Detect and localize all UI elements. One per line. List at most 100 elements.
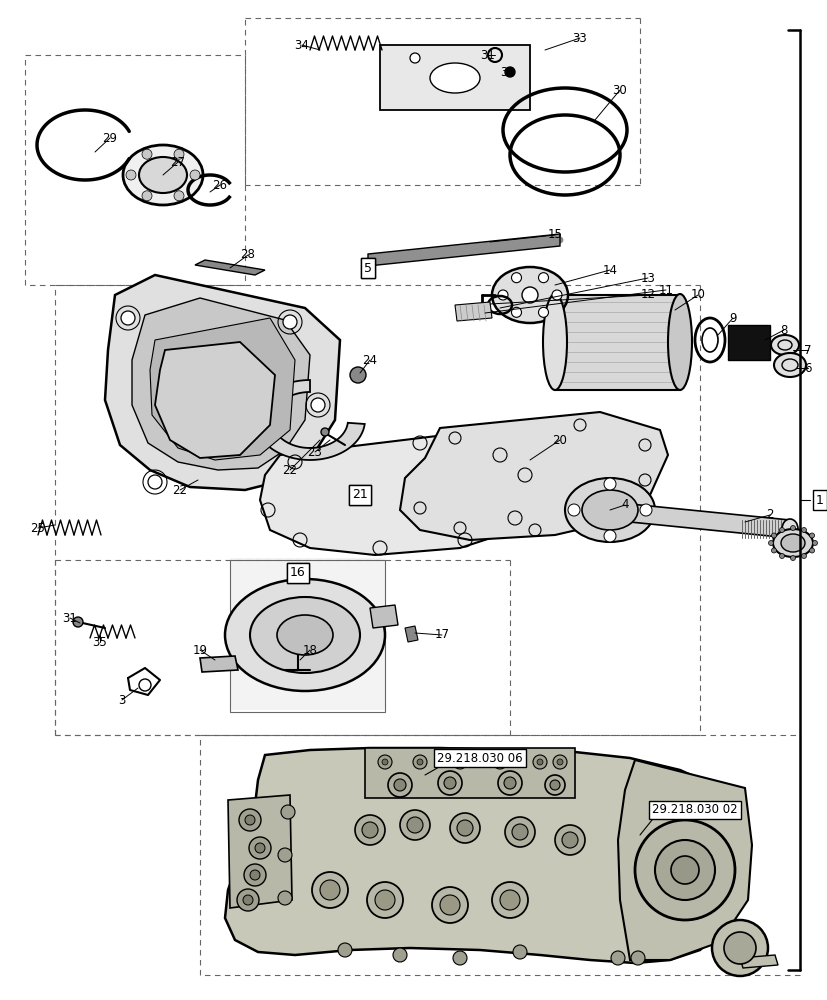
Circle shape: [126, 170, 136, 180]
Circle shape: [538, 307, 547, 317]
Polygon shape: [455, 302, 491, 321]
Circle shape: [610, 951, 624, 965]
Text: 16: 16: [289, 566, 305, 580]
Ellipse shape: [277, 615, 332, 655]
Circle shape: [399, 810, 429, 840]
Ellipse shape: [543, 294, 566, 390]
Text: 30: 30: [612, 84, 627, 97]
Circle shape: [443, 777, 456, 789]
Ellipse shape: [429, 63, 480, 93]
Circle shape: [278, 891, 292, 905]
Text: 10: 10: [690, 288, 705, 302]
Circle shape: [381, 759, 388, 765]
Text: 33: 33: [572, 32, 586, 45]
Circle shape: [504, 777, 515, 789]
Text: 24: 24: [362, 354, 377, 366]
Circle shape: [630, 951, 644, 965]
Circle shape: [521, 287, 538, 303]
Text: 26: 26: [213, 179, 227, 192]
Circle shape: [654, 840, 715, 900]
Circle shape: [670, 856, 698, 884]
Circle shape: [255, 843, 265, 853]
Text: 29.218.030 02: 29.218.030 02: [652, 803, 737, 816]
Circle shape: [452, 755, 466, 769]
Circle shape: [375, 890, 394, 910]
Circle shape: [567, 504, 579, 516]
Circle shape: [771, 533, 776, 538]
Text: 22: 22: [172, 484, 187, 496]
Text: 5: 5: [364, 261, 371, 274]
Circle shape: [767, 540, 772, 546]
Circle shape: [809, 533, 814, 538]
Polygon shape: [727, 325, 769, 360]
Circle shape: [378, 755, 391, 769]
Circle shape: [393, 948, 407, 962]
Circle shape: [511, 307, 521, 317]
Circle shape: [723, 932, 755, 964]
Circle shape: [778, 528, 783, 533]
Circle shape: [552, 755, 566, 769]
Circle shape: [533, 755, 547, 769]
Circle shape: [250, 870, 260, 880]
Circle shape: [457, 759, 462, 765]
Text: 13: 13: [640, 271, 655, 284]
Ellipse shape: [491, 267, 567, 323]
Polygon shape: [105, 275, 340, 490]
Polygon shape: [131, 298, 309, 470]
Circle shape: [321, 428, 328, 436]
Circle shape: [554, 825, 585, 855]
Polygon shape: [380, 45, 529, 110]
Circle shape: [73, 617, 83, 627]
Circle shape: [388, 773, 412, 797]
Circle shape: [242, 895, 253, 905]
Text: 20: 20: [552, 434, 566, 446]
Circle shape: [449, 813, 480, 843]
Circle shape: [311, 398, 325, 412]
Circle shape: [319, 880, 340, 900]
Circle shape: [809, 548, 814, 553]
Circle shape: [457, 820, 472, 836]
Polygon shape: [260, 435, 539, 555]
Text: 6: 6: [803, 361, 810, 374]
Circle shape: [500, 890, 519, 910]
Text: 17: 17: [434, 628, 449, 642]
Ellipse shape: [780, 534, 804, 552]
Ellipse shape: [139, 157, 187, 193]
Polygon shape: [230, 558, 385, 710]
Circle shape: [491, 882, 528, 918]
Circle shape: [511, 273, 521, 283]
Text: 23: 23: [307, 446, 322, 458]
Circle shape: [417, 759, 423, 765]
Circle shape: [790, 556, 795, 560]
Circle shape: [496, 759, 502, 765]
Circle shape: [544, 775, 564, 795]
Circle shape: [549, 780, 559, 790]
Circle shape: [801, 553, 805, 558]
Circle shape: [121, 311, 135, 325]
Circle shape: [361, 822, 378, 838]
Circle shape: [280, 805, 294, 819]
Circle shape: [511, 824, 528, 840]
Polygon shape: [255, 380, 364, 460]
Circle shape: [771, 548, 776, 553]
Circle shape: [366, 882, 403, 918]
Circle shape: [189, 170, 200, 180]
Circle shape: [239, 809, 261, 831]
Text: 28: 28: [241, 248, 255, 261]
Polygon shape: [399, 412, 667, 540]
Ellipse shape: [123, 145, 203, 205]
Circle shape: [634, 820, 734, 920]
Circle shape: [639, 504, 651, 516]
Ellipse shape: [781, 519, 797, 539]
Text: 22: 22: [282, 464, 297, 477]
Circle shape: [603, 530, 615, 542]
Circle shape: [497, 771, 521, 795]
Circle shape: [337, 943, 351, 957]
Circle shape: [249, 837, 270, 859]
Text: 31: 31: [63, 611, 78, 624]
Circle shape: [141, 191, 152, 201]
Ellipse shape: [770, 335, 798, 355]
Text: 3: 3: [118, 694, 126, 706]
Polygon shape: [365, 748, 574, 798]
Text: 18: 18: [302, 644, 317, 656]
